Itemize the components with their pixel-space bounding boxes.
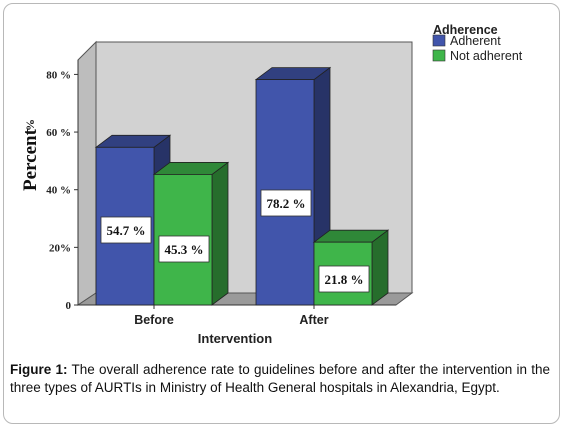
data-label-box	[100, 216, 152, 244]
y-tick-label: 80 %	[46, 69, 71, 81]
data-label: 78.2 %	[267, 196, 306, 211]
y-axis-label: Percent	[20, 128, 41, 191]
y-tick-label: 60 %	[46, 127, 71, 139]
legend-label: Adherent	[450, 34, 501, 48]
legend-title: Adherence	[433, 23, 498, 37]
legend-label: Not adherent	[450, 49, 523, 63]
plot-left-wall	[77, 40, 97, 306]
y-tick-label: 0	[66, 300, 72, 312]
bar-after-not-adherent: 21.8 %	[312, 229, 390, 306]
data-label: 21.8 %	[325, 272, 364, 287]
data-label: 54.7 %	[107, 223, 146, 238]
bar-side	[371, 229, 389, 306]
x-axis-label: Intervention	[198, 331, 272, 346]
bar-before-not-adherent: 45.3 %	[152, 161, 230, 306]
data-label: 45.3 %	[165, 242, 204, 257]
data-label-box	[318, 265, 370, 293]
bar-side	[211, 161, 229, 306]
legend-swatch	[432, 34, 446, 47]
caption-text: The overall adherence rate to guidelines…	[10, 362, 550, 395]
chart: 0 20% 40 % 60 % 80 % 54.7 % 45.3 % 78.2 % 21.8 …	[20, 23, 523, 346]
data-label-box	[260, 189, 312, 217]
x-tick-label: After	[299, 313, 328, 327]
y-axis-label-unit: %	[23, 119, 37, 131]
caption-label: Figure 1:	[10, 362, 68, 377]
x-tick-label: Before	[134, 313, 174, 327]
y-tick-label: 40 %	[46, 185, 71, 197]
data-label-box	[158, 235, 210, 263]
legend-swatch	[432, 49, 446, 62]
y-tick-label: 20%	[49, 242, 71, 254]
figure-caption: Figure 1: The overall adherence rate to …	[10, 361, 550, 397]
